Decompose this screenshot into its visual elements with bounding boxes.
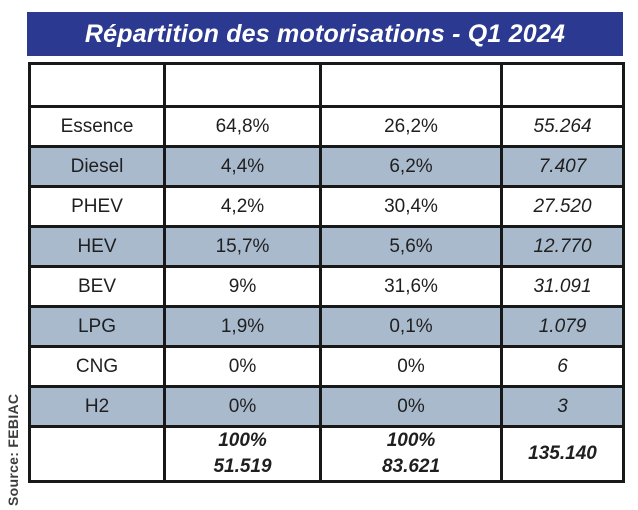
totals-volume: 135.140 [500,425,625,483]
table-row-h2: H2 0% 0% 3 [28,385,625,428]
totals-particuliers-pct: 100% [218,430,267,451]
totals-particuliers-count: 51.519 [213,456,272,477]
volume-value: 55.264 [500,105,625,148]
particuliers-value: 9% [163,265,322,308]
table-header: Particuliers Professionnels Volume [28,62,625,108]
professionnels-value: 26,2% [319,105,503,148]
header-empty-cell [28,62,166,108]
volume-value: 3 [500,385,625,428]
totals-professionnels-count: 83.621 [381,456,441,477]
header-volume: Volume [500,62,625,108]
professionnels-value: 31,6% [319,265,503,308]
professionnels-value: 0% [319,385,503,428]
volume-value: 27.520 [500,185,625,228]
table-row-phev: PHEV 4,2% 30,4% 27.520 [28,185,625,228]
source-credit: Source: FEBIAC [5,393,21,506]
particuliers-value: 64,8% [163,105,322,148]
professionnels-value: 6,2% [319,145,503,188]
header-professionnels: Professionnels [319,62,503,108]
volume-value: 12.770 [500,225,625,268]
particuliers-value: 4,4% [163,145,322,188]
particuliers-value: 0% [163,345,322,388]
header-row: Particuliers Professionnels Volume [28,62,625,108]
professionnels-value: 0,1% [319,305,503,348]
header-particuliers: Particuliers [163,62,322,108]
particuliers-value: 1,9% [163,305,322,348]
row-label: HEV [28,225,166,268]
particuliers-value: 15,7% [163,225,322,268]
table-row-bev: BEV 9% 31,6% 31.091 [28,265,625,308]
row-label: CNG [28,345,166,388]
professionnels-value: 30,4% [319,185,503,228]
totals-particuliers: 100% 51.519 [163,425,322,483]
row-label: H2 [28,385,166,428]
professionnels-value: 5,6% [319,225,503,268]
volume-value: 6 [500,345,625,388]
table-row-lpg: LPG 1,9% 0,1% 1.079 [28,305,625,348]
totals-professionnels: 100% 83.621 [319,425,503,483]
title-bar: Répartition des motorisations - Q1 2024 [27,12,623,56]
table-row-essence: Essence 64,8% 26,2% 55.264 [28,105,625,148]
page-title: Répartition des motorisations - Q1 2024 [84,19,566,48]
professionnels-value: 0% [319,345,503,388]
totals-professionnels-pct: 100% [386,430,436,451]
table-row-cng: CNG 0% 0% 6 [28,345,625,388]
motorisations-table: Particuliers Professionnels Volume Essen… [28,62,625,483]
totals-empty-cell [28,425,166,483]
volume-value: 7.407 [500,145,625,188]
row-label: PHEV [28,185,166,228]
table-row-totals: 100% 51.519 100% 83.621 135.140 [28,425,625,483]
volume-value: 1.079 [500,305,625,348]
particuliers-value: 4,2% [163,185,322,228]
row-label: BEV [28,265,166,308]
particuliers-value: 0% [163,385,322,428]
row-label: LPG [28,305,166,348]
table-row-diesel: Diesel 4,4% 6,2% 7.407 [28,145,625,188]
row-label: Diesel [28,145,166,188]
table-row-hev: HEV 15,7% 5,6% 12.770 [28,225,625,268]
volume-value: 31.091 [500,265,625,308]
row-label: Essence [28,105,166,148]
